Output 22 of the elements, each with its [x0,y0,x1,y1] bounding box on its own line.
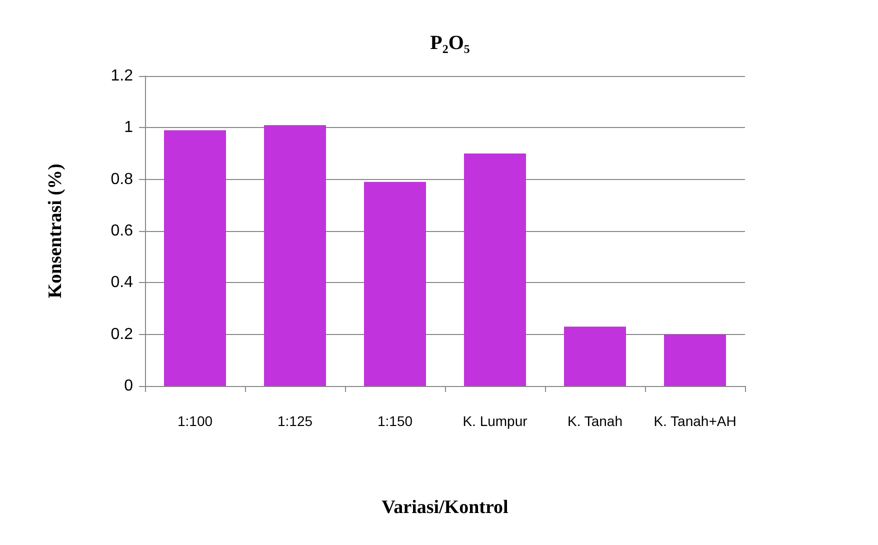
chart-title: P₂O₅ [430,32,470,54]
bar [164,130,226,386]
x-tick-label: K. Lumpur [462,413,528,429]
x-tick-label: 1:125 [277,413,313,429]
y-tick-label: 1 [124,119,134,136]
y-tick-label: 0.8 [110,170,134,188]
x-tick-label: 1:100 [177,413,213,429]
bar [664,334,726,386]
y-tick-label: 0.2 [110,326,134,343]
bar [364,182,426,386]
y-tick-label: 1.2 [110,68,134,84]
x-axis-title: Variasi/Kontrol [382,497,508,518]
bar [264,125,326,386]
x-tick-label: K. Tanah+AH [654,413,736,429]
y-tick-label: 0.6 [110,222,134,240]
x-tick-label: K. Tanah [567,413,623,429]
y-axis-title: Konsentrasi (%) [45,164,66,298]
y-tick-label: 0 [124,378,134,394]
y-tick-label: 0.4 [110,274,134,292]
bar [464,154,526,386]
x-tick-label: 1:150 [377,413,413,429]
bar [564,326,626,386]
